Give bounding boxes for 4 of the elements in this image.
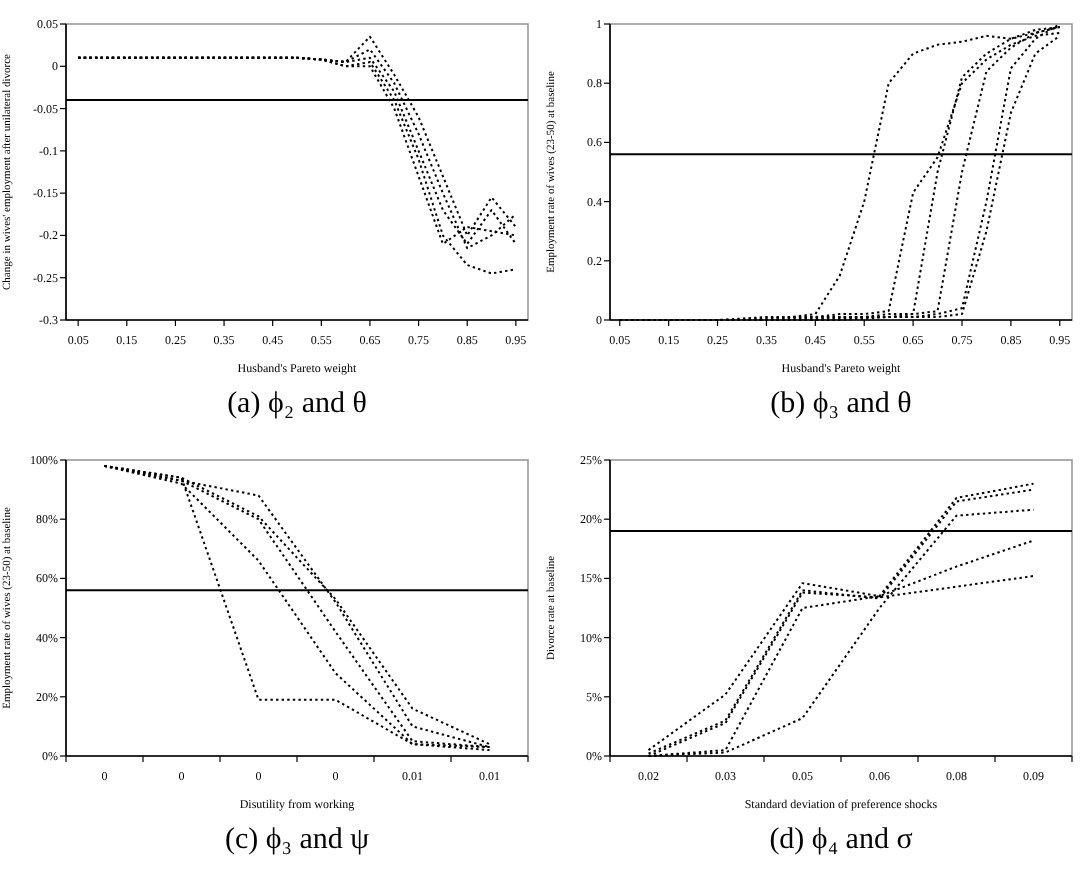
text: (b) ϕ₃ and θ — [770, 388, 912, 420]
text: (a) ϕ₂ and θ — [227, 388, 367, 420]
text: (d) ϕ₄ and σ — [769, 824, 913, 856]
text: (c) ϕ₃ and ψ — [224, 824, 371, 856]
